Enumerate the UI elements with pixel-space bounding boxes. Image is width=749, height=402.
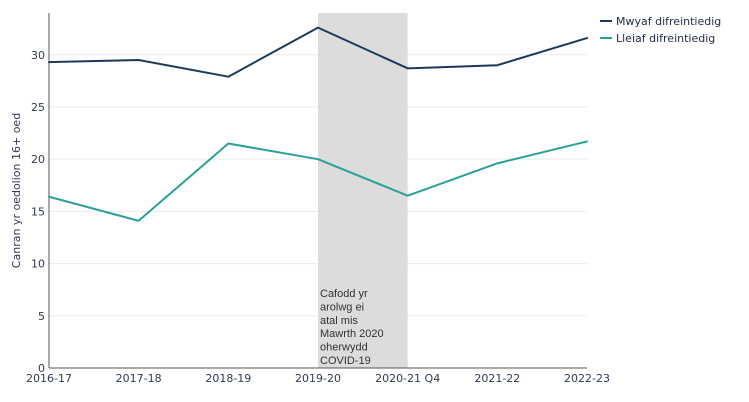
legend-label: Mwyaf difreintiedig	[616, 15, 721, 28]
x-tick-label: 2020-21 Q4	[375, 372, 440, 385]
legend-label: Lleiaf difreintiedig	[616, 32, 715, 45]
y-tick-label: 5	[38, 310, 45, 323]
y-tick-label: 10	[31, 258, 45, 271]
x-tick-label: 2019-20	[295, 372, 341, 385]
axes: 0 5 10 15 20 25 30 2016-17 2017-18 2018-19 2019-20…	[26, 13, 610, 385]
y-tick-label: 0	[38, 362, 45, 375]
y-tick-label: 25	[31, 101, 45, 114]
x-tick-label: 2016-17	[26, 372, 72, 385]
annotation-line: Mawrth 2020	[320, 328, 384, 340]
annotation-line: COVID-19	[320, 355, 371, 367]
legend: Mwyaf difreintiedig Lleiaf difreintiedig	[600, 15, 721, 45]
annotation-line: Cafodd yr	[320, 288, 368, 300]
y-tick-label: 15	[31, 205, 45, 218]
x-tick-label: 2021-22	[474, 372, 520, 385]
annotation-line: arolwg ei	[320, 301, 364, 313]
x-tick-label: 2017-18	[116, 372, 162, 385]
y-axis-title: Canran yr oedolion 16+ oed	[10, 113, 23, 268]
series-lines	[48, 26, 588, 222]
annotation-line: oherwydd	[320, 342, 368, 354]
x-tick-label: 2022-23	[564, 372, 610, 385]
x-tick-label: 2018-19	[205, 372, 251, 385]
annotation-line: atal mis	[320, 315, 358, 327]
y-tick-label: 30	[31, 49, 45, 62]
y-tick-label: 20	[31, 153, 45, 166]
